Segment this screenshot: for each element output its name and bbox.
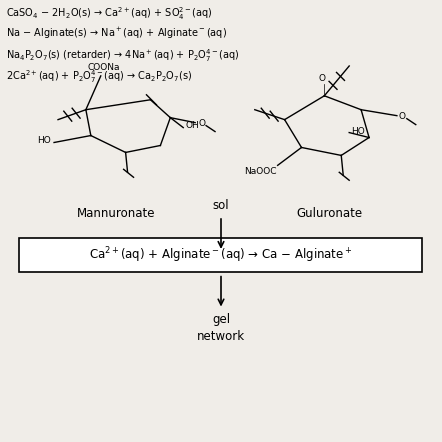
Text: Na$_4$P$_2$O$_7$(s) (retarder) → 4Na$^+$(aq) + P$_2$O$_7^{4-}$(aq): Na$_4$P$_2$O$_7$(s) (retarder) → 4Na$^+$… <box>6 47 240 64</box>
Text: gel
network: gel network <box>197 313 245 343</box>
Text: COONa: COONa <box>88 63 120 72</box>
Text: NaOOC: NaOOC <box>244 168 277 176</box>
Text: OH: OH <box>185 121 199 130</box>
Text: 2Ca$^{2+}$(aq) + P$_2$O$_7^{4-}$(aq) → Ca$_2$P$_2$O$_7$(s): 2Ca$^{2+}$(aq) + P$_2$O$_7^{4-}$(aq) → C… <box>6 68 193 85</box>
Text: O: O <box>198 119 205 128</box>
Text: sol: sol <box>213 199 229 212</box>
Text: Guluronate: Guluronate <box>296 207 362 220</box>
Text: Mannuronate: Mannuronate <box>76 207 155 220</box>
Bar <box>19 238 422 272</box>
Text: HO: HO <box>37 136 51 145</box>
Text: O: O <box>319 74 326 83</box>
Text: Ca$^{2+}$(aq) + Alginate$^-$(aq) → Ca − Alginate$^+$: Ca$^{2+}$(aq) + Alginate$^-$(aq) → Ca − … <box>89 245 353 265</box>
Text: HO: HO <box>351 127 365 136</box>
Text: O: O <box>399 112 406 121</box>
Text: CaSO$_4$ − 2H$_2$O(s) → Ca$^{2+}$(aq) + SO$_4^{2-}$(aq): CaSO$_4$ − 2H$_2$O(s) → Ca$^{2+}$(aq) + … <box>6 5 213 22</box>
Text: Na − Alginate(s) → Na$^+$(aq) + Alginate$^-$(aq): Na − Alginate(s) → Na$^+$(aq) + Alginate… <box>6 26 228 42</box>
